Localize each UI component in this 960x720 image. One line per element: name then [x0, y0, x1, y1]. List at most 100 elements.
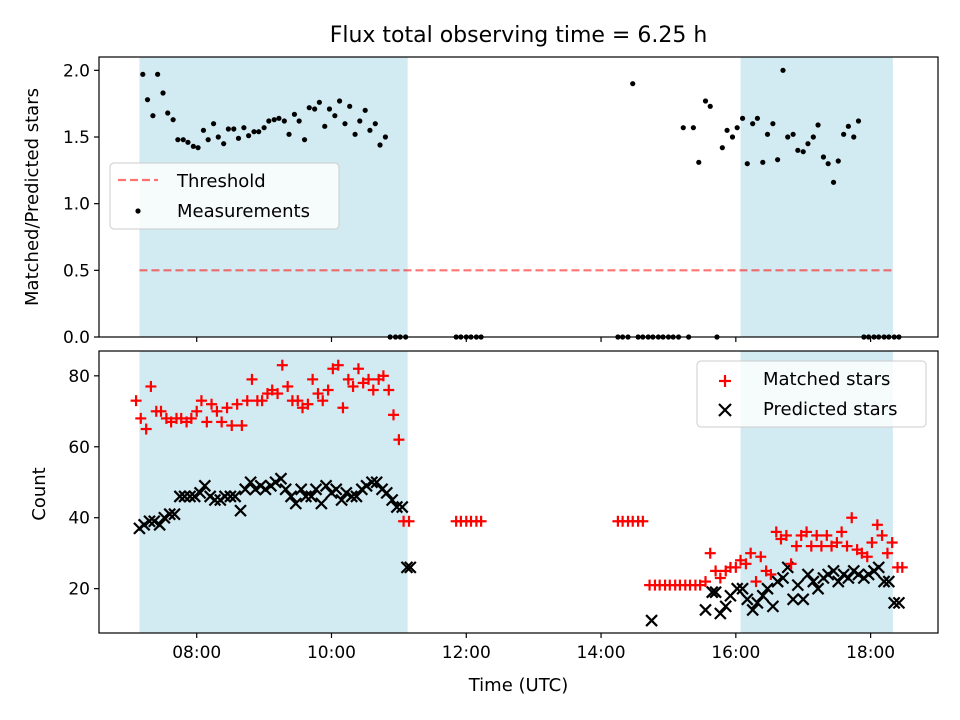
measurement-point: [775, 157, 781, 163]
predicted-star-marker: [709, 585, 722, 599]
x-tick-label: 10:00: [307, 643, 356, 663]
predicted-star-marker: [892, 596, 906, 610]
y-tick-label: 1.0: [63, 195, 90, 215]
matched-star-marker: [322, 384, 334, 396]
measurement-point: [754, 115, 760, 121]
measurement-point: [221, 141, 227, 147]
matched-star-marker: [831, 537, 843, 549]
matched-star-marker: [836, 526, 848, 538]
predicted-star-marker: [335, 493, 348, 507]
measurement-point: [251, 129, 257, 135]
measurement-point: [719, 145, 725, 151]
predicted-star-marker: [259, 483, 272, 496]
measurement-point: [140, 71, 146, 77]
measurement-point: [724, 127, 730, 133]
measurement-point: [750, 121, 756, 127]
predicted-star-marker: [395, 500, 409, 514]
predicted-star-marker: [730, 582, 744, 595]
matched-star-marker: [750, 576, 762, 588]
predicted-star-marker: [360, 479, 373, 493]
matched-star-marker: [282, 380, 294, 392]
y-tick-label: 20: [68, 580, 90, 600]
measurement-point: [276, 115, 282, 121]
predicted-star-marker: [786, 593, 800, 606]
measurement-point: [281, 118, 287, 124]
predicted-star-marker: [791, 578, 805, 592]
measurement-point: [160, 90, 166, 96]
measurement-point: [362, 107, 368, 113]
predicted-star-marker: [766, 600, 780, 613]
predicted-star-marker: [714, 607, 727, 620]
measurement-point: [144, 97, 151, 103]
predicted-star-marker: [238, 483, 252, 496]
predicted-star-marker: [400, 561, 414, 574]
measurement-point: [231, 126, 237, 132]
measurement-point: [851, 134, 857, 140]
predicted-star-marker: [827, 564, 840, 578]
bottom-axes-frame: [98, 350, 939, 634]
measurement-point: [820, 154, 827, 160]
predicted-star-marker: [862, 568, 875, 581]
measurement-point: [830, 179, 837, 185]
matched-star-marker: [790, 540, 802, 552]
predicted-star-marker: [168, 507, 181, 521]
matched-star-marker: [272, 388, 284, 400]
measurement-point: [680, 125, 686, 131]
measurement-point: [739, 115, 746, 121]
matched-star-marker: [700, 576, 712, 588]
predicted-star-marker: [751, 596, 764, 610]
measurement-point: [306, 105, 312, 111]
y-tick-label: 0.0: [63, 328, 90, 348]
measurement-point: [210, 121, 217, 127]
measurement-point: [225, 126, 231, 132]
measurement-point: [316, 99, 322, 105]
measurement-point: [246, 133, 252, 139]
predicted-star-marker: [228, 490, 242, 503]
measurement-point: [301, 137, 308, 143]
measurement-point: [810, 134, 816, 140]
predicted-star-marker: [173, 490, 187, 503]
matched-star-marker: [387, 409, 399, 421]
matched-star-marker: [145, 380, 157, 392]
predicted-star-marker: [299, 490, 313, 503]
predicted-star-marker: [294, 483, 308, 496]
measurement-point: [271, 117, 277, 123]
matched-star-marker: [876, 529, 888, 541]
predicted-star-marker: [137, 518, 151, 532]
measurement-point: [734, 125, 740, 131]
measurement-point: [785, 134, 791, 140]
measurement-point: [235, 135, 242, 141]
predicted-star-marker: [234, 504, 247, 517]
predicted-star-marker: [350, 490, 363, 503]
measurement-point: [312, 106, 318, 112]
predicted-star-marker: [208, 493, 222, 507]
predicted-star-marker: [796, 593, 810, 606]
predicted-star-marker: [756, 589, 770, 603]
measurement-point: [215, 134, 221, 140]
predicted-star-marker: [183, 490, 197, 503]
predicted-star-marker: [872, 561, 885, 574]
matched-star-marker: [393, 434, 405, 446]
measurement-point: [195, 145, 201, 151]
x-tick-label: 14:00: [577, 643, 626, 663]
matched-star-marker: [745, 547, 757, 559]
predicted-star-marker: [771, 575, 784, 588]
measurement-point: [815, 122, 821, 128]
measurement-point: [630, 81, 636, 87]
matched-star-marker: [302, 398, 314, 410]
predicted-star-marker: [370, 475, 383, 489]
predicted-star-marker: [741, 593, 754, 606]
bottom-y-ticks: 20 40 60 80: [68, 367, 99, 600]
predicted-star-marker: [736, 582, 749, 595]
predicted-star-marker: [188, 490, 201, 503]
measurement-point: [690, 125, 696, 131]
matched-star-marker: [846, 512, 858, 524]
measurement-point: [760, 159, 766, 165]
matched-star-marker: [780, 529, 792, 541]
predicted-star-marker: [831, 575, 845, 588]
predicted-star-marker: [842, 571, 855, 585]
measurement-point: [205, 137, 211, 143]
predicted-star-marker: [143, 514, 156, 528]
